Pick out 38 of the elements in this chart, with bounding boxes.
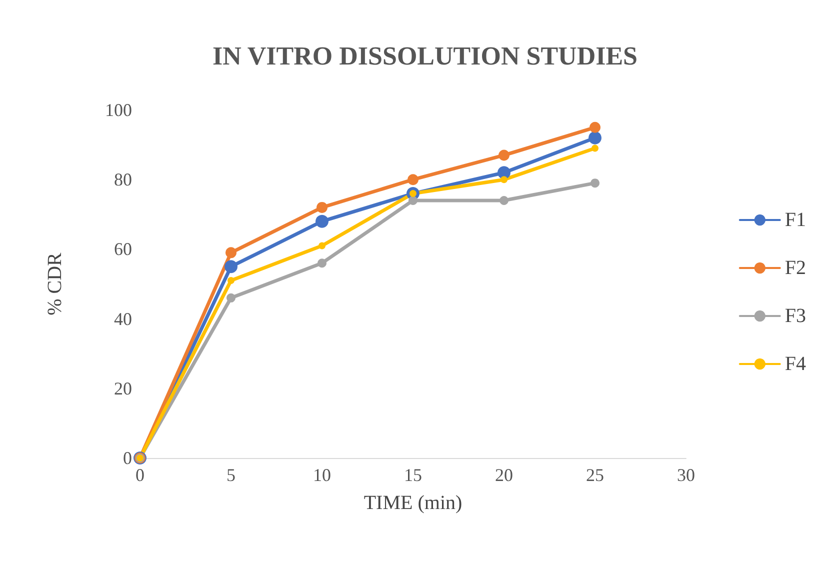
y-tick-label: 40 [114,308,132,329]
point [228,277,234,284]
y-tick-label: 100 [105,100,132,120]
point [590,122,600,133]
point [500,196,508,205]
point [318,258,326,268]
point [226,247,236,258]
x-tick-label: 10 [313,465,331,485]
legend-label: F4 [784,353,806,375]
point [590,178,600,188]
point [500,176,508,184]
legend-label: F2 [784,257,806,279]
y-tick-label: 80 [114,170,132,190]
point [316,214,328,228]
point [588,131,602,144]
legend-label: F1 [784,209,806,231]
point [316,202,328,213]
point [592,144,598,152]
point [498,150,510,161]
point [318,242,326,250]
chart-title: IN VITRO DISSOLUTION STUDIES [212,42,638,70]
y-tick-label: 60 [114,239,132,260]
legend-label: F3 [784,305,806,327]
point [498,166,510,180]
y-tick-label: 20 [114,378,132,398]
x-tick-label: 5 [226,465,236,485]
x-tick-label: 20 [495,465,513,485]
point [408,174,418,186]
point [408,196,418,205]
point [224,260,238,274]
y-axis-title: % CDR [44,252,66,316]
x-tick-label: 30 [677,465,695,485]
x-tick-label: 25 [586,465,604,485]
x-tick-label: 15 [404,465,422,485]
x-axis-title: TIME (min) [364,492,462,514]
x-tick-label: 0 [136,465,144,485]
point [226,293,236,302]
y-tick-label: 0 [123,448,132,468]
